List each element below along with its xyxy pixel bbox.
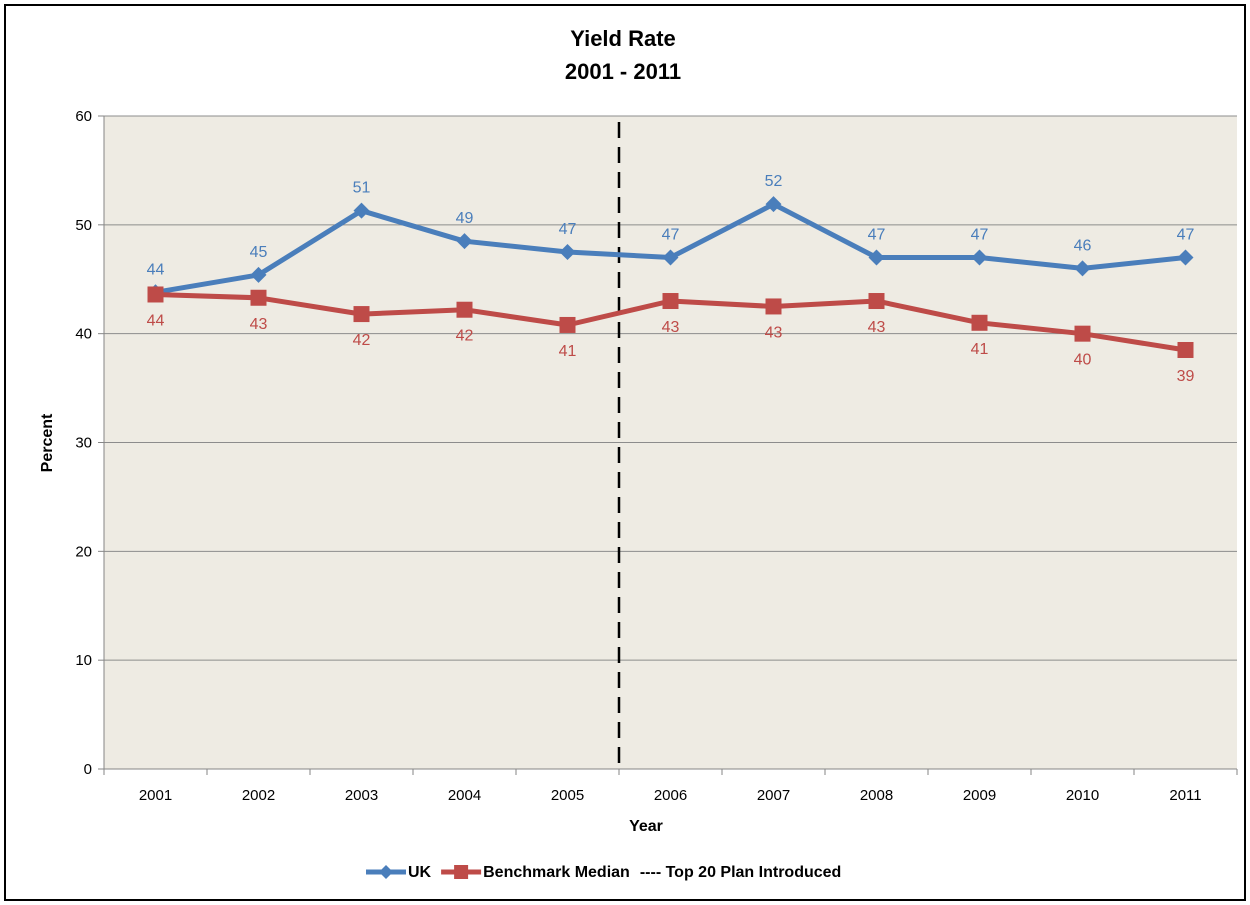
uk-data-label: 47 <box>559 221 577 238</box>
uk-data-label: 45 <box>250 244 268 261</box>
benchmark-data-label: 40 <box>1074 352 1092 369</box>
benchmark-point <box>353 306 370 323</box>
benchmark-data-label: 44 <box>147 312 165 329</box>
benchmark-data-label: 43 <box>662 319 680 336</box>
benchmark-data-label: 41 <box>971 341 989 358</box>
benchmark-point <box>1177 341 1194 358</box>
benchmark-point <box>250 289 267 306</box>
y-tick-label: 30 <box>75 435 92 452</box>
benchmark-point <box>456 301 473 318</box>
uk-point <box>1074 260 1091 277</box>
uk-data-label: 47 <box>662 226 680 243</box>
uk-data-label: 51 <box>353 180 371 197</box>
x-tick-label: 2011 <box>1169 787 1201 804</box>
benchmark-data-label: 43 <box>868 319 886 336</box>
legend-label: UK <box>408 864 432 881</box>
benchmark-point <box>147 286 164 303</box>
uk-data-label: 49 <box>456 210 474 227</box>
benchmark-data-label: 43 <box>765 324 783 341</box>
benchmark-data-label: 42 <box>456 328 474 345</box>
uk-point <box>765 196 782 213</box>
uk-data-label: 46 <box>1074 237 1092 254</box>
chart-subtitle: 2001 - 2011 <box>565 59 681 84</box>
x-tick-label: 2008 <box>860 787 893 804</box>
chart-frame: 0 10 20 30 40 50 60 2001 2002 2003 2004 2005 2006 200… <box>4 4 1246 901</box>
legend: UK Benchmark Median ---- Top 20 Plan Intro… <box>366 864 841 881</box>
legend-item-uk: UK <box>366 864 432 881</box>
legend-label: Benchmark Median <box>483 864 630 881</box>
benchmark-point <box>1074 325 1091 342</box>
axes: 0 10 20 30 40 50 60 2001 2002 2003 2004 2005 2006 200… <box>75 108 1238 804</box>
x-tick-label: 2009 <box>963 787 996 804</box>
x-tick-label: 2005 <box>551 787 584 804</box>
y-tick-label: 40 <box>75 326 92 343</box>
gridlines <box>104 115 1237 661</box>
legend-swatch-marker <box>454 865 469 879</box>
legend-swatch-marker <box>379 865 393 879</box>
uk-point <box>1177 249 1194 266</box>
y-tick-label: 0 <box>84 761 92 778</box>
uk-data-label: 47 <box>868 226 886 243</box>
x-tick-label: 2001 <box>139 787 172 804</box>
benchmark-data-label: 39 <box>1177 368 1195 385</box>
uk-point <box>662 249 679 266</box>
y-axis-title: Percent <box>39 413 56 472</box>
uk-point <box>456 233 473 250</box>
benchmark-data-label: 41 <box>559 343 577 360</box>
benchmark-point <box>868 293 885 310</box>
series <box>147 196 1194 358</box>
benchmark-point <box>765 298 782 315</box>
benchmark-point <box>559 316 576 333</box>
benchmark-data-label: 43 <box>250 316 268 333</box>
uk-point <box>868 249 885 266</box>
y-tick-label: 60 <box>75 108 92 125</box>
uk-point <box>353 202 370 219</box>
benchmark-point <box>971 314 988 331</box>
x-tick-label: 2002 <box>242 787 275 804</box>
x-axis-title: Year <box>629 818 663 835</box>
x-tick-label: 2006 <box>654 787 687 804</box>
uk-data-label: 44 <box>147 261 165 278</box>
legend-item-benchmark-median: Benchmark Median <box>441 864 630 881</box>
uk-point <box>971 249 988 266</box>
benchmark-data-label: 42 <box>353 332 371 349</box>
y-tick-label: 10 <box>75 652 92 669</box>
uk-data-label: 47 <box>971 226 989 243</box>
data-labels: 44 45 51 49 47 47 52 47 47 46 47 44 43 42 42 41 43 43 43 41… <box>147 173 1195 385</box>
uk-point <box>559 244 576 261</box>
uk-data-label: 47 <box>1177 226 1195 243</box>
uk-data-label: 52 <box>765 173 783 190</box>
y-tick-label: 50 <box>75 217 92 234</box>
chart-title: Yield Rate <box>570 26 676 51</box>
x-tick-label: 2007 <box>757 787 790 804</box>
benchmark-point <box>662 293 679 310</box>
legend-item-top-20-plan: ---- Top 20 Plan Introduced <box>640 864 841 881</box>
line-chart: 0 10 20 30 40 50 60 2001 2002 2003 2004 2005 2006 200… <box>39 26 1238 881</box>
y-tick-label: 20 <box>75 543 92 560</box>
x-tick-label: 2010 <box>1066 787 1099 804</box>
x-tick-label: 2004 <box>448 787 481 804</box>
x-tick-label: 2003 <box>345 787 378 804</box>
uk-point <box>250 266 267 283</box>
